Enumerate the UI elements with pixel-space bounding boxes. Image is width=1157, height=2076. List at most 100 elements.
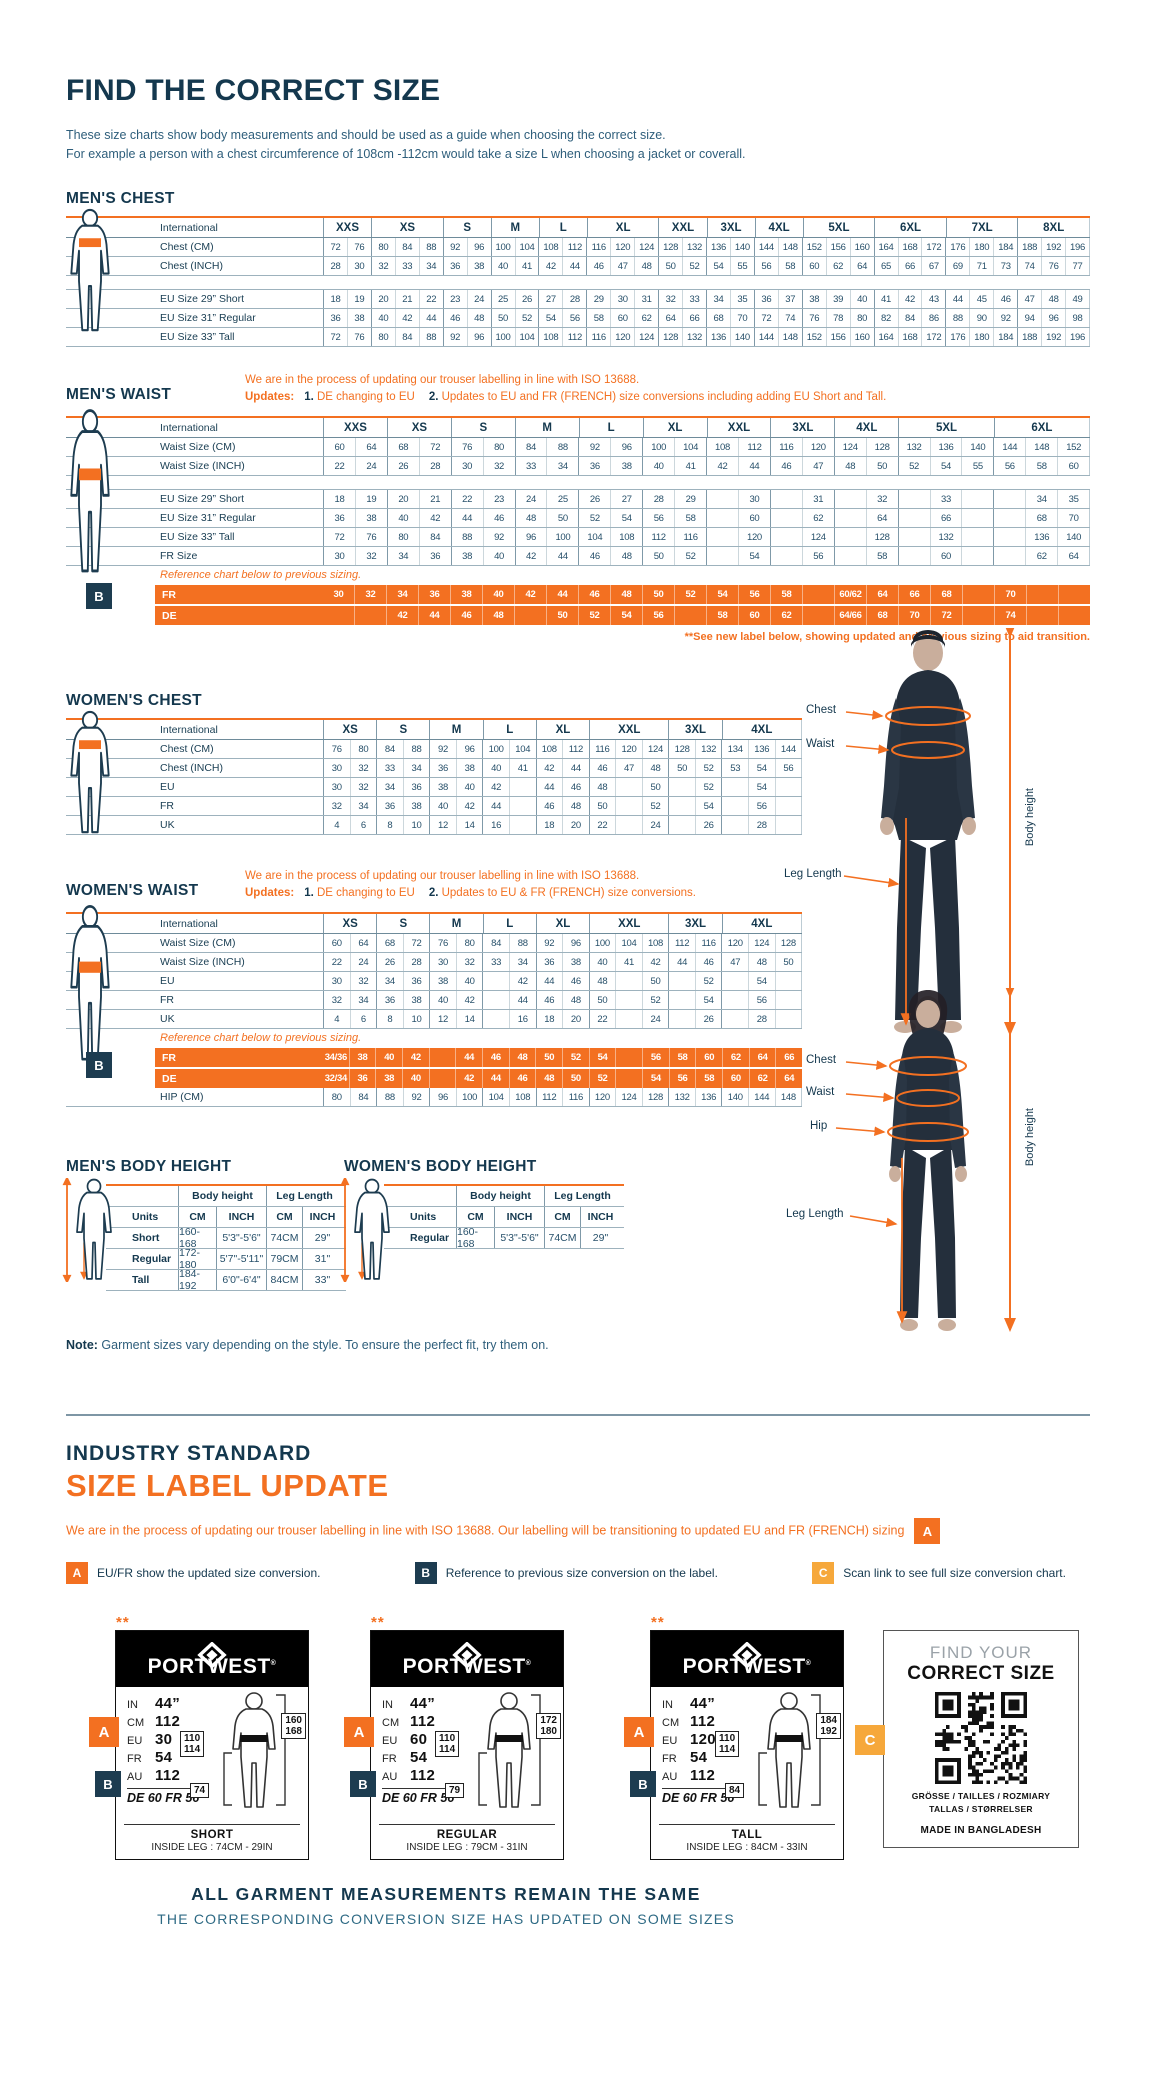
size-cell: 116 [588,740,616,758]
size-cell: 32 [865,490,898,508]
size-cell [833,528,866,546]
size-cell: 42 [706,457,738,475]
size-cell: 40 [429,797,456,815]
leg-length-label: Leg Length [784,868,842,880]
size-cell: 120 [721,934,748,952]
bh-value: 172-180 [178,1247,216,1271]
size-cell: 50 [642,547,674,565]
size-cell: 52 [641,797,669,815]
legend-item-c: C Scan link to see full size conversion c… [812,1562,1066,1584]
size-cell: 100 [490,328,515,346]
size-cell: 24 [349,953,377,971]
size-field: CM 112 [127,1713,181,1730]
size-cell: 33 [929,490,962,508]
size-cell: 8 [376,1010,403,1028]
bh-blank [106,1186,178,1206]
size-cell: 56 [738,585,770,604]
size-cell: 22 [418,290,443,308]
row-label: Chest (CM) [160,241,214,253]
size-cell: 41 [674,457,706,475]
size-cell: 54 [610,509,642,527]
size-cell: 148 [774,1088,802,1106]
size-cell: 76 [346,328,371,346]
size-cell: 74 [994,606,1026,625]
size-cell: 64 [748,1048,776,1067]
bh-unit-header: INCH [494,1207,544,1227]
size-cell: 38 [429,778,456,796]
size-column-header: M [490,218,539,237]
size-cell: 74 [1017,257,1041,275]
size-cell: 32 [349,759,377,777]
size-cell [615,1010,642,1028]
size-cell: 28 [402,953,430,971]
size-cell [721,816,748,834]
size-cell: 25 [490,290,515,308]
size-cell: 48 [748,953,775,971]
size-cell: 34 [376,778,403,796]
size-cell: 140 [721,1088,748,1106]
size-column-header: XL [535,720,589,739]
bh-value: 160-168 [456,1226,494,1250]
size-cell: 92 [429,740,456,758]
size-column-header: 5XL [898,418,993,437]
size-cell: 128 [668,740,695,758]
size-cell: 36 [334,512,345,524]
brand-header: PORTWEST® [651,1631,843,1687]
size-cell: 46 [482,1048,509,1067]
size-cell: 68 [930,585,962,604]
size-cell: 192 [1041,238,1065,256]
height-callout: 160 168 [281,1713,306,1739]
table-row: UK 4 6 8 10 12 14 16 18 20 22 24 26 28 [66,1010,802,1029]
size-cell: 34 [349,991,377,1009]
size-cell: 56 [642,606,674,625]
section-heading: MEN'S CHEST [66,190,175,207]
size-cell: 38 [466,257,491,275]
size-cell: 44 [508,991,536,1009]
size-column-header: S [442,218,491,237]
size-cell: 33 [376,759,403,777]
size-column-header: S [450,418,515,437]
size-cell: 42 [641,953,669,971]
size-cell: 72 [334,531,345,543]
badge-b: B [350,1771,376,1797]
size-cell: 58 [865,547,898,565]
size-cell: 52 [562,1048,589,1067]
portwest-diamond-icon [732,1641,762,1668]
size-cell: 52 [694,759,722,777]
section-heading: WOMEN'S BODY HEIGHT [344,1158,537,1175]
size-cell: 48 [588,778,616,796]
size-cell: 36 [330,312,341,324]
size-cell: 108 [508,1088,536,1106]
size-cell: 48 [641,759,669,777]
size-cell [508,816,536,834]
size-column-header: 3XL [770,418,834,437]
size-cell: 132 [897,438,930,456]
mens-measurement-figure: Chest Waist Leg Length Body height [778,628,1093,1042]
size-cell: 22 [334,460,345,472]
size-cell: 124 [801,528,834,546]
size-cell: 60 [695,1048,722,1067]
footer-line2: THE CORRESPONDING CONVERSION SIZE HAS UP… [157,1911,735,1927]
size-cell: 24 [514,490,547,508]
size-column-header: XL [642,418,707,437]
size-cell: 47 [615,759,642,777]
note-text: Garment sizes vary depending on the styl… [97,1338,549,1352]
table-row: FR 32 34 36 38 40 42 44 46 48 50 52 54 56 [66,797,802,816]
size-label-card: ** PORTWEST® IN 44” CM 112 EU 120 FR 54 AU 112 DE… [624,1614,844,1860]
previous-size-text: DE 60 FR 56 [662,1788,740,1805]
previous-sizing-row: DE 32/34 36 38 40 42 44 46 48 50 52 54 56 58 60 62 64 [155,1069,802,1088]
size-cell: 30 [346,257,371,275]
size-cell [897,528,930,546]
size-cell: 42 [535,759,563,777]
size-column-header: M [429,914,482,933]
size-cell: 46 [769,457,802,475]
iso-note-line2: Updates: 1. DE changing to EU 2. Updates t… [245,391,887,404]
row-label: EU [160,781,175,793]
size-cell [668,778,695,796]
size-cell: 116 [586,238,610,256]
row-label: EU Size 33” Tall [160,531,235,543]
size-cell: 34 [418,257,443,275]
size-cell: 16 [508,1010,536,1028]
intro-text: These size charts show body measurements… [66,126,966,165]
size-cell: 54 [588,1048,616,1067]
